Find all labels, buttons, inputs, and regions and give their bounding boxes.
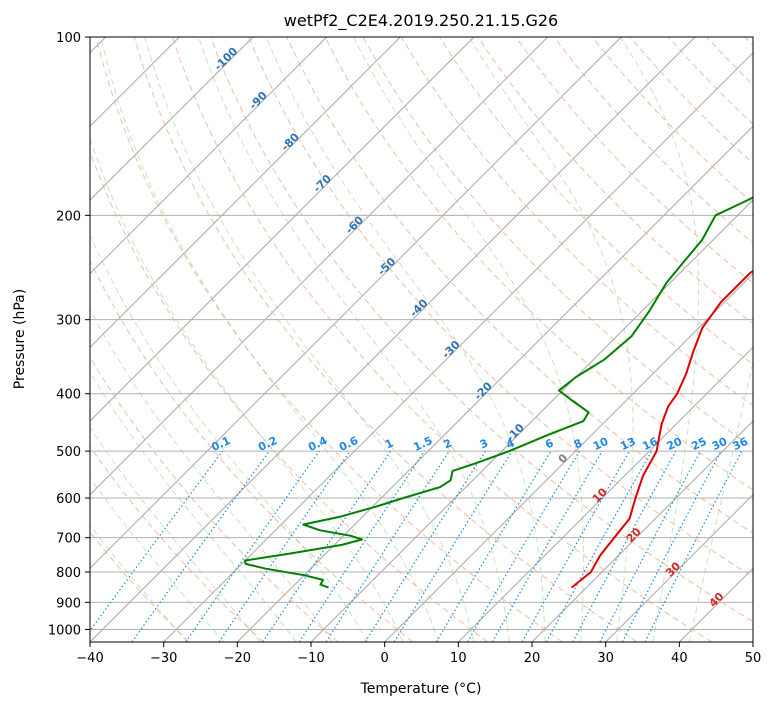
isotherm-line: [385, 37, 775, 642]
y-tick-label: 300: [56, 314, 81, 329]
moist-adiabat-line: [4, 37, 332, 642]
mixing-ratio-line: [546, 451, 651, 642]
isotherm-label: -100: [212, 44, 241, 73]
x-axis-label: Temperature (°C): [360, 681, 482, 697]
dry-adiabat-line: [58, 37, 488, 642]
y-tick-label: 600: [56, 492, 81, 507]
dry-adiabat-line: [20, 37, 413, 642]
y-tick-label: 400: [56, 388, 81, 403]
x-tick-label: 20: [524, 651, 541, 666]
isotherm-line: [0, 37, 400, 642]
x-tick-label: 0: [381, 651, 389, 666]
isotherm-label: -60: [343, 213, 366, 236]
dry-adiabat-line: [134, 37, 637, 642]
x-tick-label: −10: [297, 651, 324, 666]
mixing-ratio-label: 2: [442, 436, 454, 451]
isotherm-line: [0, 37, 253, 642]
moist-adiabat-line: [32, 37, 367, 642]
mixing-ratio-line: [436, 451, 551, 642]
isotherm-line: [0, 37, 474, 642]
x-tick-label: 10: [450, 651, 467, 666]
moist-adiabat-line: [469, 37, 633, 642]
isotherm-label: 20: [624, 525, 644, 545]
mixing-ratio-label: 20: [665, 435, 685, 453]
y-axis-label: Pressure (hPa): [12, 289, 28, 389]
moist-adiabat-line: [689, 37, 775, 642]
dry-adiabat-line: [0, 37, 189, 642]
isotherm-line: [679, 37, 775, 642]
dry-adiabat-line: [668, 37, 775, 642]
x-tick-label: 50: [745, 651, 762, 666]
y-tick-label: 900: [56, 596, 81, 611]
isotherm-label: -80: [279, 130, 302, 153]
isotherm-line: [164, 37, 769, 642]
isotherm-line: [237, 37, 775, 642]
isotherm-label: -30: [439, 338, 462, 361]
isotherm-label: -50: [375, 255, 398, 278]
chart-title: wetPf2_C2E4.2019.250.21.15.G26: [284, 11, 558, 31]
dry-adiabat-line: [745, 37, 775, 642]
y-tick-label: 1000: [48, 623, 81, 638]
temperature-profile-line: [572, 37, 775, 588]
isotherm-line: [311, 37, 775, 642]
y-tick-label: 200: [56, 209, 81, 224]
x-tick-label: −40: [76, 651, 103, 666]
x-tick-label: −20: [224, 651, 251, 666]
mixing-ratio-line: [299, 451, 424, 642]
mixing-ratio-label: 6: [543, 436, 556, 451]
mixing-ratio-line: [365, 451, 485, 642]
mixing-ratio-label: 3: [478, 436, 490, 451]
x-tick-label: −30: [150, 651, 177, 666]
x-tick-label: 40: [671, 651, 688, 666]
moist-adiabat-line: [64, 37, 403, 642]
y-tick-label: 800: [56, 566, 81, 581]
moist-adiabat-line: [0, 37, 260, 642]
moist-adiabat-line: [101, 37, 439, 642]
isotherm-label: -90: [247, 89, 270, 112]
isotherm-line: [753, 37, 775, 642]
dry-adiabat-line: [592, 37, 775, 642]
mixing-ratio-label: 10: [591, 435, 611, 453]
y-tick-label: 500: [56, 445, 81, 460]
isotherm-line: [0, 37, 327, 642]
isotherm-label: -40: [407, 296, 430, 319]
mixing-ratio-line: [600, 451, 701, 642]
mixing-ratio-label: 25: [689, 435, 708, 453]
y-tick-label: 100: [56, 31, 81, 46]
mixing-ratio-label: 13: [618, 435, 637, 453]
mixing-ratio-label: 36: [731, 435, 751, 453]
dry-adiabat-line: [0, 37, 338, 642]
mixing-ratio-line: [573, 451, 676, 642]
dry-adiabat-line: [0, 37, 264, 642]
mixing-ratio-line: [82, 451, 223, 642]
x-tick-label: 30: [597, 651, 614, 666]
isotherm-label: 40: [707, 590, 727, 610]
dry-adiabat-line: [707, 37, 775, 642]
y-tick-label: 700: [56, 532, 81, 547]
isotherm-label: -70: [311, 172, 334, 195]
dry-adiabat-line: [516, 37, 775, 642]
isotherm-label: 30: [663, 559, 683, 579]
dry-adiabat-line: [554, 37, 775, 642]
mixing-ratio-line: [326, 451, 449, 642]
mixing-ratio-label: 30: [710, 435, 730, 453]
isotherm-label: 10: [590, 485, 610, 505]
isotherm-line: [532, 37, 775, 642]
moist-adiabat-line: [0, 37, 187, 642]
isotherm-line: [16, 37, 621, 642]
moist-adiabat-line: [0, 37, 224, 642]
isotherm-line: [458, 37, 775, 642]
